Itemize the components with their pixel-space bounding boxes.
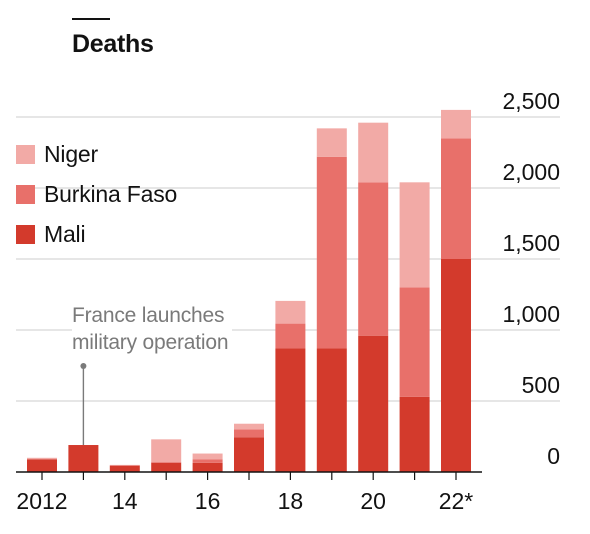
y-tick-label-2500: 2,500 bbox=[502, 88, 560, 114]
x-tick-label-2022: 22* bbox=[439, 488, 474, 514]
bar-mali-2020 bbox=[358, 335, 389, 472]
legend-swatch-niger bbox=[16, 144, 35, 164]
y-tick-label-1000: 1,000 bbox=[502, 301, 560, 327]
chart-title: Deaths bbox=[72, 30, 154, 58]
bars bbox=[27, 109, 471, 472]
bar-niger-2012 bbox=[27, 457, 57, 460]
annotation-line-2: military operation bbox=[72, 331, 229, 354]
bar-niger-2016 bbox=[192, 453, 223, 460]
bar-mali-2019 bbox=[316, 348, 347, 472]
bar-burkina-faso-2022 bbox=[441, 138, 471, 259]
legend-item-mali: Mali bbox=[16, 214, 177, 254]
bar-burkina-faso-2020 bbox=[358, 182, 389, 336]
bar-mali-2017 bbox=[234, 437, 264, 472]
bar-niger-2018 bbox=[275, 300, 306, 324]
y-tick-label-2000: 2,000 bbox=[502, 159, 560, 185]
bar-burkina-faso-2016 bbox=[192, 459, 223, 463]
axes: 0 500 1,000 1,500 2,000 2,500 2012 14 16 18 20 22* bbox=[16, 88, 560, 514]
x-tick-label-2014: 14 bbox=[112, 488, 138, 514]
legend-label-burkina-faso: Burkina Faso bbox=[44, 180, 178, 207]
y-tick-label-500: 500 bbox=[522, 372, 560, 398]
bar-niger-2020 bbox=[358, 122, 389, 183]
y-tick-label-1500: 1,500 bbox=[502, 230, 560, 256]
bar-mali-2015 bbox=[151, 462, 182, 472]
legend-label-mali: Mali bbox=[44, 220, 86, 247]
bar-mali-2021 bbox=[399, 396, 430, 472]
bar-niger-2019 bbox=[316, 128, 347, 157]
bar-niger-2021 bbox=[399, 182, 430, 288]
bar-burkina-faso-2015 bbox=[151, 462, 182, 463]
legend-item-burkina-faso: Burkina Faso bbox=[16, 174, 177, 214]
legend-swatch-burkina-faso bbox=[16, 184, 35, 204]
x-tick-label-2016: 16 bbox=[195, 488, 221, 514]
bar-mali-2013 bbox=[68, 445, 99, 472]
legend-swatch-mali bbox=[16, 224, 35, 244]
bar-niger-2014 bbox=[109, 464, 140, 466]
annotation-line-1: France launches bbox=[72, 304, 225, 327]
bar-mali-2012 bbox=[27, 459, 57, 472]
bar-burkina-faso-2017 bbox=[234, 429, 264, 438]
bar-mali-2016 bbox=[192, 462, 223, 472]
x-tick-label-2018: 18 bbox=[278, 488, 304, 514]
bar-burkina-faso-2021 bbox=[399, 287, 430, 397]
bar-niger-2017 bbox=[234, 423, 264, 430]
x-tick-label-2012: 2012 bbox=[16, 488, 67, 514]
bar-mali-2014 bbox=[109, 465, 140, 472]
bar-burkina-faso-2018 bbox=[275, 323, 306, 349]
legend-label-niger: Niger bbox=[44, 140, 98, 167]
annotation-pointer-dot bbox=[80, 363, 87, 369]
bar-mali-2018 bbox=[275, 348, 306, 472]
y-tick-label-0: 0 bbox=[547, 443, 560, 469]
legend-item-niger: Niger bbox=[16, 134, 177, 174]
x-tick-label-2020: 20 bbox=[360, 488, 386, 514]
bar-burkina-faso-2019 bbox=[316, 156, 347, 349]
bar-niger-2015 bbox=[151, 439, 182, 463]
bar-mali-2022 bbox=[441, 259, 471, 472]
legend: Niger Burkina Faso Mali bbox=[16, 134, 177, 254]
bar-niger-2022 bbox=[441, 109, 471, 139]
annotation-france-operation: France launches military operation bbox=[72, 302, 233, 356]
title-rule bbox=[72, 18, 110, 20]
